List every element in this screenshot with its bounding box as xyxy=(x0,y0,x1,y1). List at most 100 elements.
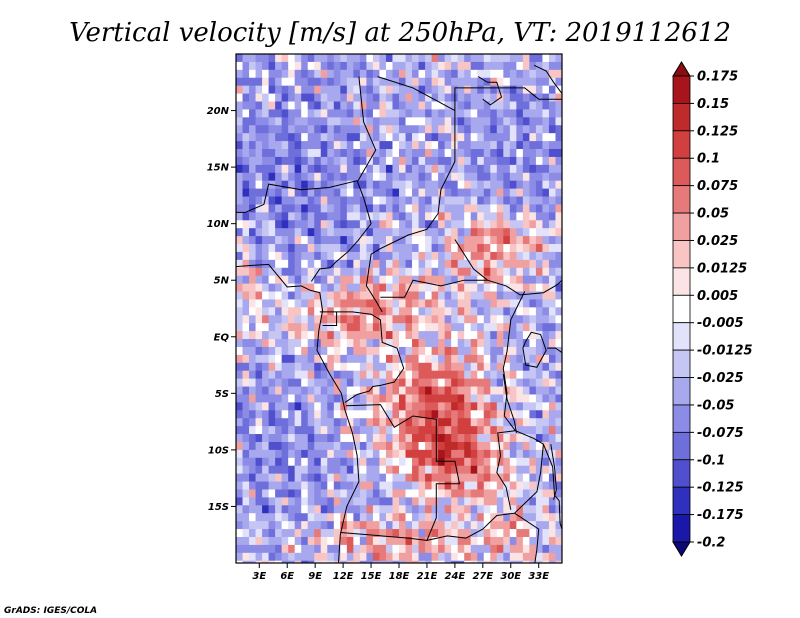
field-cell xyxy=(509,331,517,340)
field-cell xyxy=(535,93,543,103)
field-cell xyxy=(340,117,348,126)
field-cell xyxy=(490,457,498,467)
field-cell xyxy=(366,441,374,451)
field-cell xyxy=(340,552,348,562)
field-cell xyxy=(444,323,452,332)
field-cell xyxy=(372,386,380,395)
field-cell xyxy=(346,299,354,308)
field-cell xyxy=(366,370,374,380)
field-cell xyxy=(327,410,335,419)
field-cell xyxy=(314,109,322,118)
field-cell xyxy=(242,307,250,316)
field-cell xyxy=(301,196,309,205)
field-cell xyxy=(333,259,341,269)
field-cell xyxy=(268,212,276,221)
field-cell xyxy=(412,331,420,340)
field-cell xyxy=(385,402,393,411)
field-cell xyxy=(496,560,504,563)
field-cell xyxy=(562,307,569,315)
field-cell xyxy=(346,402,354,411)
field-cell xyxy=(451,544,459,554)
field-cell xyxy=(542,85,550,95)
field-cell xyxy=(372,378,380,388)
field-cell xyxy=(490,267,498,277)
field-cell xyxy=(555,346,562,356)
field-cell xyxy=(496,125,504,134)
field-cell xyxy=(444,283,452,293)
field-cell xyxy=(314,497,322,506)
field-cell xyxy=(385,180,393,190)
field-cell xyxy=(522,267,530,277)
field-cell xyxy=(509,77,517,87)
field-cell xyxy=(438,212,446,221)
field-cell xyxy=(242,117,250,126)
field-cell xyxy=(327,529,335,538)
field-cell xyxy=(275,410,283,419)
field-cell xyxy=(555,331,562,340)
field-cell xyxy=(503,125,511,134)
field-cell xyxy=(353,315,361,324)
field-cell xyxy=(418,521,426,530)
field-cell xyxy=(542,283,550,293)
field-cell xyxy=(457,346,465,356)
field-cell xyxy=(262,536,270,546)
field-cell xyxy=(281,291,289,300)
field-cell xyxy=(444,521,452,530)
field-cell xyxy=(359,77,367,87)
field-cell xyxy=(275,307,283,316)
field-cell xyxy=(451,61,459,71)
field-cell xyxy=(412,101,420,110)
field-cell xyxy=(457,394,465,403)
colorbar-swatch xyxy=(672,294,691,324)
field-cell xyxy=(242,93,250,103)
field-cell xyxy=(555,544,562,554)
field-cell xyxy=(320,489,328,498)
field-cell xyxy=(399,386,407,395)
field-cell xyxy=(281,172,289,182)
field-cell xyxy=(249,77,257,87)
field-cell xyxy=(340,560,348,563)
field-cell xyxy=(464,228,472,237)
field-cell xyxy=(470,156,478,166)
field-cell xyxy=(372,394,380,403)
field-cell xyxy=(340,101,348,110)
field-cell xyxy=(490,156,498,166)
field-cell xyxy=(379,196,387,205)
field-cell xyxy=(366,489,374,498)
field-cell xyxy=(372,315,380,324)
field-cell xyxy=(425,267,433,277)
field-cell xyxy=(268,228,276,237)
field-cell xyxy=(366,69,374,79)
field-cell xyxy=(262,346,270,356)
field-cell xyxy=(243,569,250,577)
field-cell xyxy=(470,93,478,103)
field-cell xyxy=(555,109,562,118)
field-cell xyxy=(353,560,361,563)
field-cell xyxy=(301,323,309,332)
field-cell xyxy=(242,61,250,71)
field-cell xyxy=(281,331,289,340)
field-cell xyxy=(236,378,244,388)
field-cell xyxy=(509,497,517,506)
field-cell xyxy=(418,251,426,261)
field-cell xyxy=(496,331,504,340)
field-cell xyxy=(549,569,556,577)
field-cell xyxy=(418,339,426,348)
field-cell xyxy=(542,101,550,110)
field-cell xyxy=(425,180,433,190)
field-cell xyxy=(451,346,459,356)
field-cell xyxy=(470,77,478,87)
field-cell xyxy=(301,244,309,253)
field-cell xyxy=(333,339,341,348)
field-cell xyxy=(242,180,250,190)
field-cell xyxy=(301,536,309,546)
field-cell xyxy=(522,536,530,546)
field-cell xyxy=(503,354,511,364)
field-cell xyxy=(477,354,485,364)
field-cell xyxy=(490,212,498,221)
field-cell xyxy=(249,386,257,395)
field-cell xyxy=(477,378,485,388)
field-cell xyxy=(555,457,562,467)
field-cell xyxy=(353,307,361,316)
